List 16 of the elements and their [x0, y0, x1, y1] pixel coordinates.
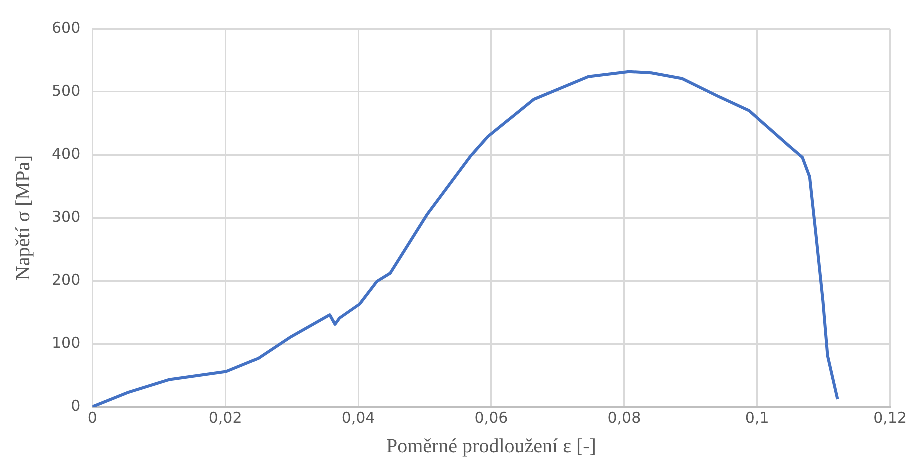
y-axis-title: Napětí σ [MPa] — [12, 155, 34, 281]
x-tick-label: 0,02 — [208, 408, 242, 427]
x-tick-label: 0,1 — [745, 408, 770, 427]
y-tick-label: 100 — [52, 334, 81, 352]
y-tick-label: 500 — [52, 82, 81, 100]
y-tick-label: 600 — [52, 18, 81, 37]
x-tick-label: 0,08 — [608, 408, 642, 427]
x-axis-title: Poměrné prodloužení ε [-] — [386, 435, 596, 458]
y-tick-label: 0 — [71, 396, 81, 415]
x-tick-label: 0 — [88, 408, 98, 427]
x-tick-label: 0,04 — [342, 408, 376, 427]
x-tick-label: 0,12 — [874, 408, 908, 427]
y-tick-label: 300 — [52, 208, 81, 226]
y-tick-label: 200 — [52, 270, 81, 289]
y-tick-label: 400 — [52, 144, 81, 163]
x-tick-label: 0,06 — [474, 408, 508, 427]
